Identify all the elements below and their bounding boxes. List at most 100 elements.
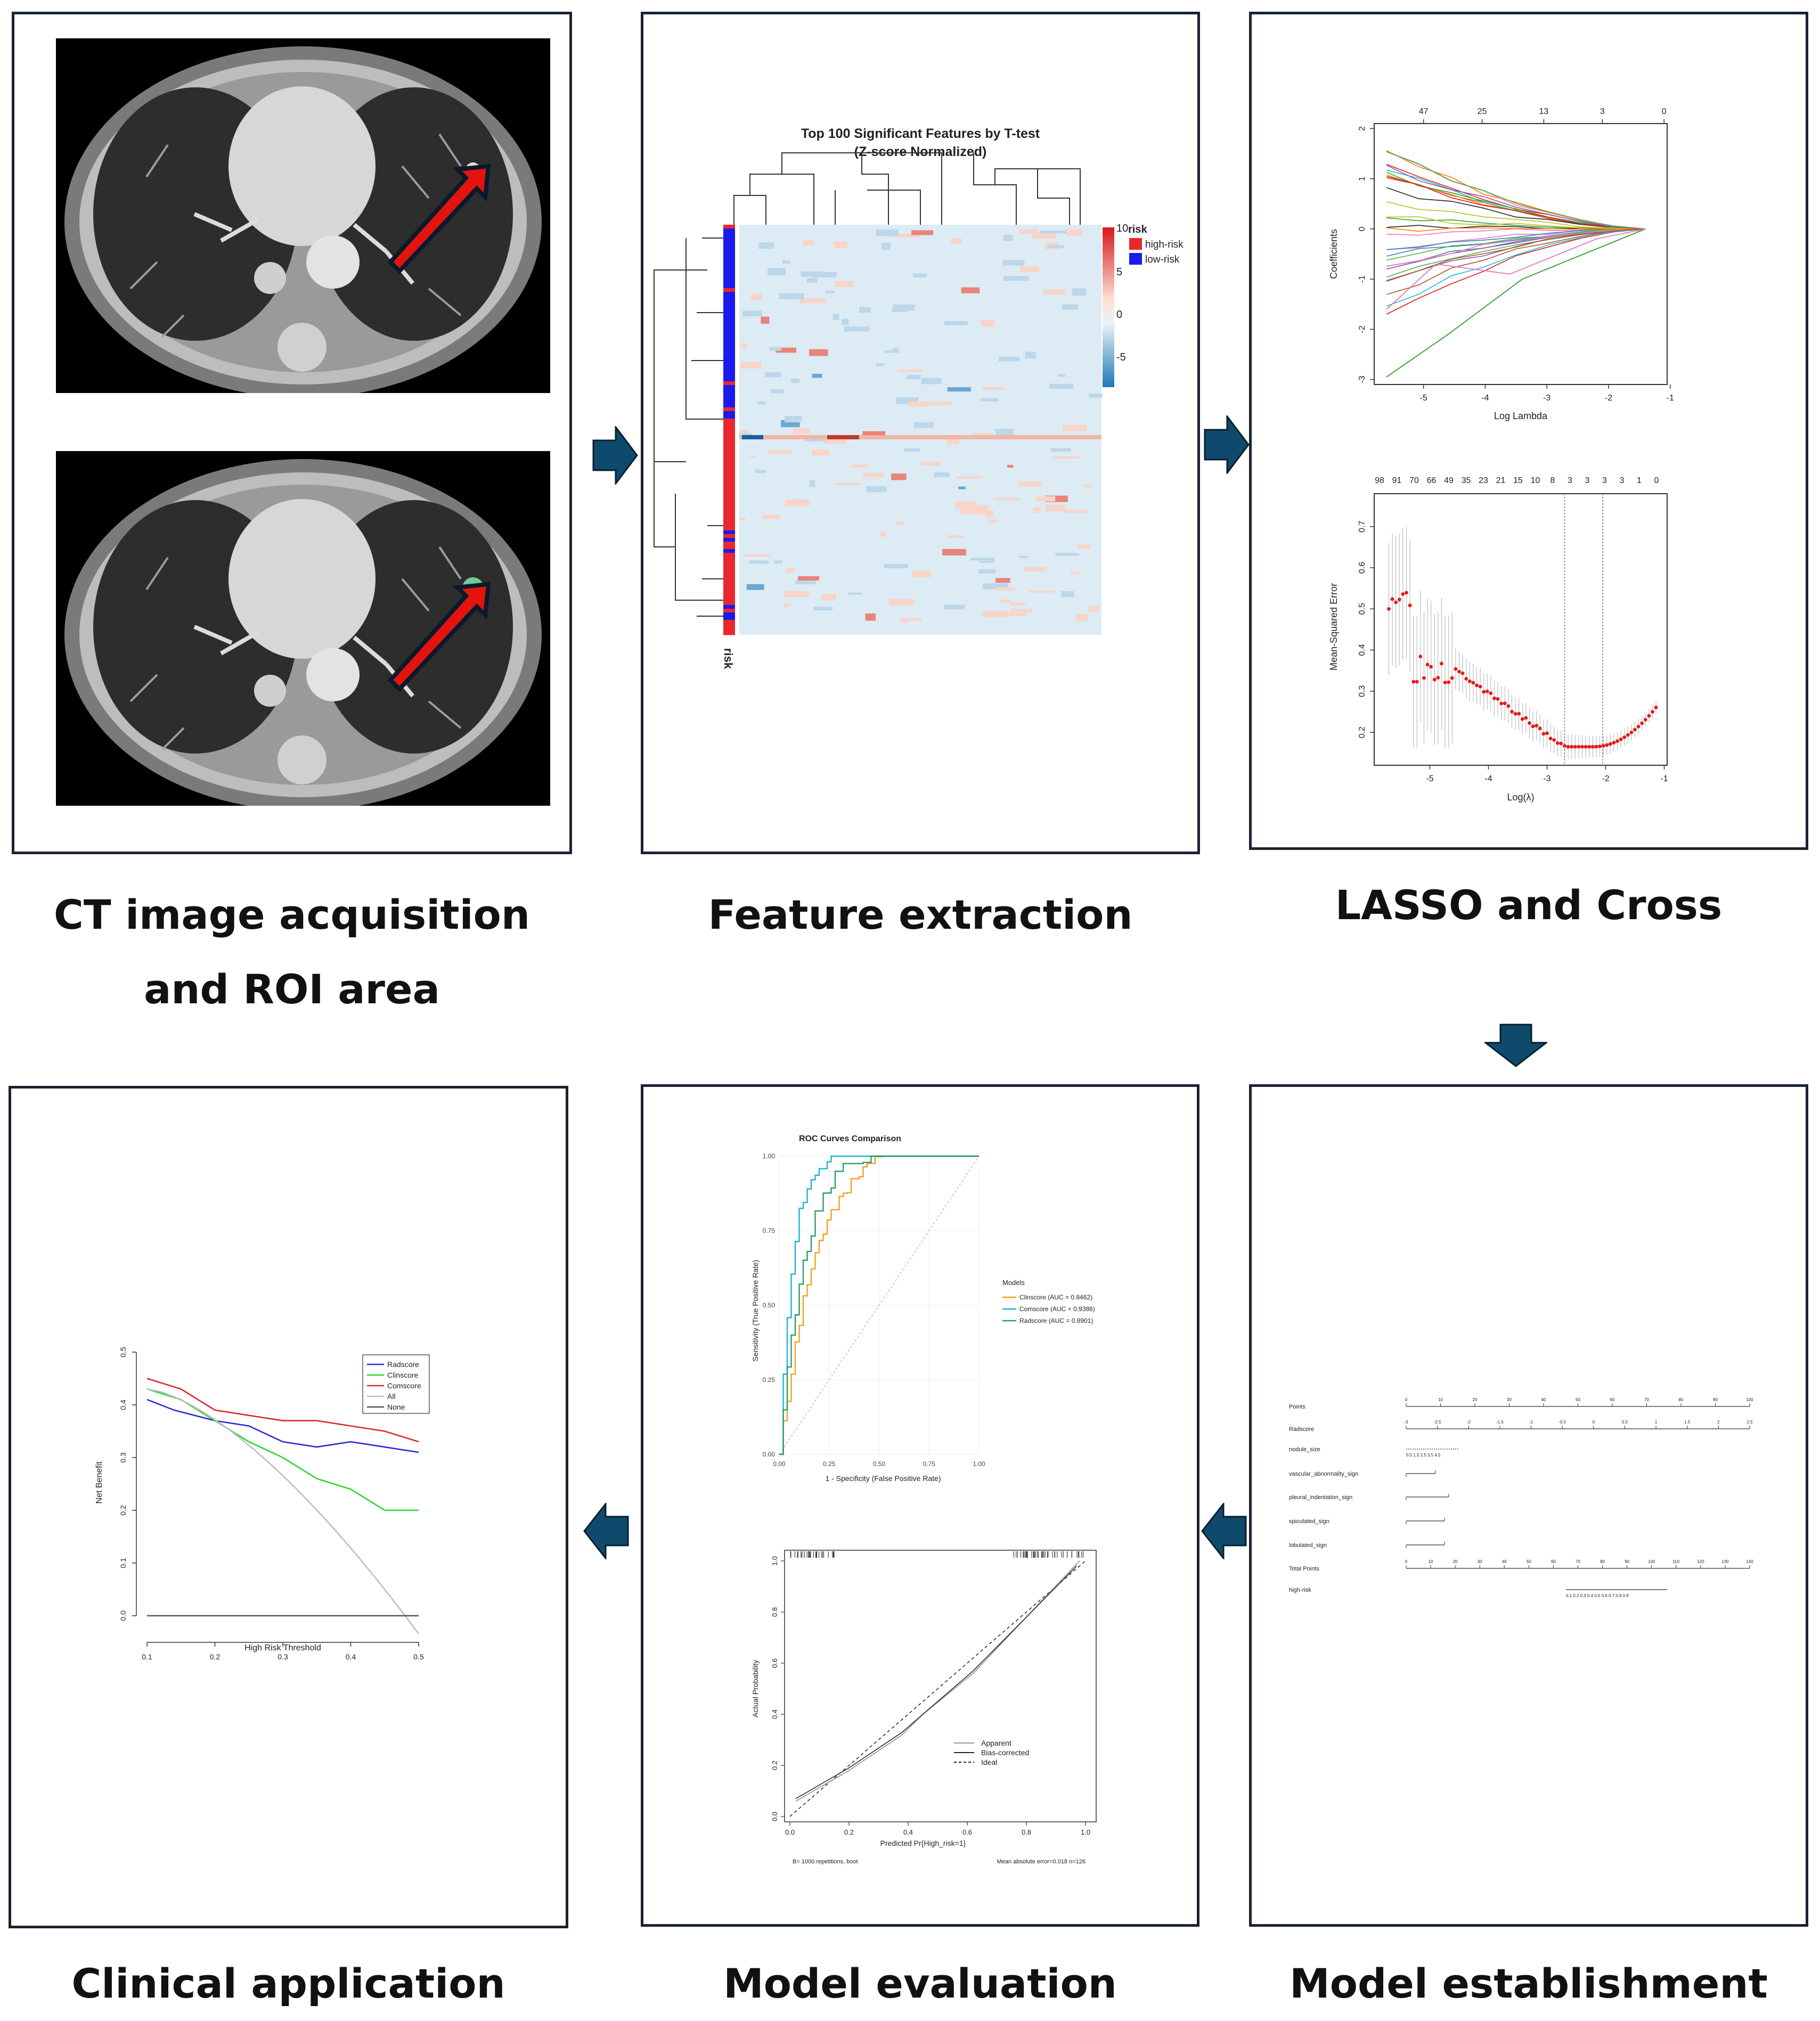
- heatmap-cell: [812, 373, 822, 378]
- heatmap-cell: [746, 584, 764, 590]
- risk-bar-cell: [723, 344, 735, 348]
- nomo-radscore-tick-label: 1: [1655, 1420, 1658, 1425]
- cv-point: [1643, 717, 1647, 722]
- cv-point: [1640, 721, 1644, 725]
- cv-point: [1626, 733, 1630, 737]
- cv-point: [1538, 726, 1542, 731]
- risk-bar-cell: [723, 430, 735, 434]
- cal-y-tick-label: 0.0: [771, 1812, 779, 1821]
- heatmap-cell: [793, 428, 810, 434]
- heatmap-cell: [844, 326, 869, 332]
- risk-bar-cell: [723, 296, 735, 300]
- stage-label-ct-line1: CT image acquisition: [54, 891, 530, 938]
- cal-y-tick-label: 0.2: [771, 1761, 779, 1770]
- coefficient-path: [1386, 151, 1646, 230]
- risk-bar-cell: [723, 228, 735, 233]
- cv-error-plot: [1387, 494, 1658, 765]
- heatmap-cell: [757, 402, 766, 405]
- dca-x-tick-label: 0.1: [142, 1652, 152, 1661]
- risk-bar-cell: [723, 363, 735, 367]
- nomo-points-tick-label: 30: [1507, 1397, 1512, 1402]
- scale-tick-10: 10: [1116, 223, 1128, 234]
- heatmap-cell: [960, 508, 985, 514]
- cv-top-tick-label: 21: [1496, 476, 1506, 485]
- cv-point: [1615, 739, 1619, 743]
- cv-point: [1629, 730, 1634, 734]
- heatmap-cell: [1088, 606, 1099, 612]
- heatmap-cell: [750, 293, 762, 301]
- roc-diagonal: [779, 1156, 980, 1455]
- dca-y-tick-label: 0.4: [119, 1400, 127, 1410]
- cv-point: [1535, 724, 1539, 727]
- cv-point: [1467, 679, 1472, 683]
- heatmap-cell: [884, 350, 899, 353]
- risk-bar-cell: [723, 333, 735, 337]
- nomo-radscore-tick-label: 1.5: [1684, 1420, 1691, 1425]
- cv-point: [1418, 654, 1423, 659]
- nomo-total-tick-label: 70: [1576, 1559, 1580, 1564]
- risk-bar-cell: [723, 445, 735, 449]
- nomogram-row-label: spiculated_sign: [1289, 1518, 1329, 1525]
- risk-bar-cell: [723, 564, 735, 568]
- risk-bar-cell: [723, 452, 735, 456]
- nomogram-chart: Points Radscore nodule_size vascular_abnorm…: [1289, 1397, 1753, 1598]
- heatmap-cell: [912, 571, 931, 577]
- risk-bar-cell: [723, 307, 735, 311]
- cv-point: [1457, 669, 1461, 674]
- heatmap-cell: [943, 604, 965, 610]
- heatmap-cell: [908, 401, 929, 407]
- heatmap-cell: [742, 435, 763, 439]
- coef-ylabel: Coefficients: [1328, 229, 1339, 279]
- cv-top-tick-label: 70: [1409, 476, 1419, 485]
- cv-point: [1563, 744, 1566, 748]
- risk-bar-cell: [723, 497, 735, 501]
- risk-bar-cell: [723, 568, 735, 572]
- nomo-radscore-tick-label: -0.5: [1558, 1420, 1566, 1425]
- dca-ylabel: Net Benefit: [95, 1461, 104, 1504]
- heatmap-cell: [1003, 276, 1029, 281]
- stage-label-establishment: Model establishment: [1289, 1960, 1768, 2007]
- heatmap-cell: [740, 362, 762, 369]
- cv-top-tick-label: 3: [1602, 476, 1607, 485]
- cv-y-tick-label: 0.6: [1358, 562, 1367, 574]
- nomo-radscore-tick-label: -1.5: [1496, 1420, 1504, 1425]
- stage-label-clinical: Clinical application: [71, 1960, 505, 2007]
- risk-bar-cell: [723, 340, 735, 345]
- risk-bar-cell: [723, 284, 735, 289]
- heatmap-cell: [988, 519, 998, 523]
- heatmap-cell: [765, 372, 781, 378]
- nomogram-row-label: Points: [1289, 1404, 1305, 1410]
- heatmap-cell: [914, 422, 934, 428]
- cv-point: [1552, 738, 1556, 742]
- risk-bar-cell: [723, 400, 735, 404]
- heatmap-cell: [958, 486, 966, 489]
- stage-label-ct-line2: and ROI area: [144, 966, 440, 1013]
- heatmap-cell: [761, 316, 770, 324]
- cv-point: [1496, 697, 1500, 701]
- nomogram-panel: Points Radscore nodule_size vascular_abnorm…: [1249, 1084, 1808, 1927]
- coef-y-tick-label: -3: [1358, 375, 1367, 383]
- risk-bar-cell: [723, 482, 735, 486]
- risk-bar-cell: [723, 266, 735, 270]
- nomo-total-tick-label: 10: [1429, 1559, 1433, 1564]
- roc-x-tick-label: 0.75: [923, 1460, 936, 1468]
- heatmap-cell: [1075, 614, 1089, 621]
- risk-bar-cell: [723, 441, 735, 445]
- nomo-total-tick-label: 50: [1527, 1559, 1531, 1564]
- risk-bar-cell: [723, 545, 735, 550]
- coef-x-tick-label: -5: [1420, 394, 1427, 403]
- heatmap-cell: [1045, 505, 1065, 512]
- arrow-down-icon: [1484, 1024, 1547, 1067]
- coefficient-paths: [1386, 150, 1646, 378]
- cv-point: [1429, 665, 1433, 669]
- roc-x-tick-label: 0.50: [873, 1460, 886, 1468]
- cv-x-tick-label: -3: [1543, 774, 1550, 783]
- heatmap-cell: [893, 304, 915, 311]
- risk-bar-cell: [723, 426, 735, 430]
- roc-y-tick-label: 0.00: [763, 1451, 776, 1458]
- coef-top-tick-label: 47: [1419, 107, 1429, 116]
- heatmap-cell: [907, 374, 921, 380]
- nomo-total-tick-label: 130: [1721, 1559, 1729, 1564]
- coefficient-path: [1386, 228, 1646, 281]
- risk-bar-cell: [723, 269, 735, 274]
